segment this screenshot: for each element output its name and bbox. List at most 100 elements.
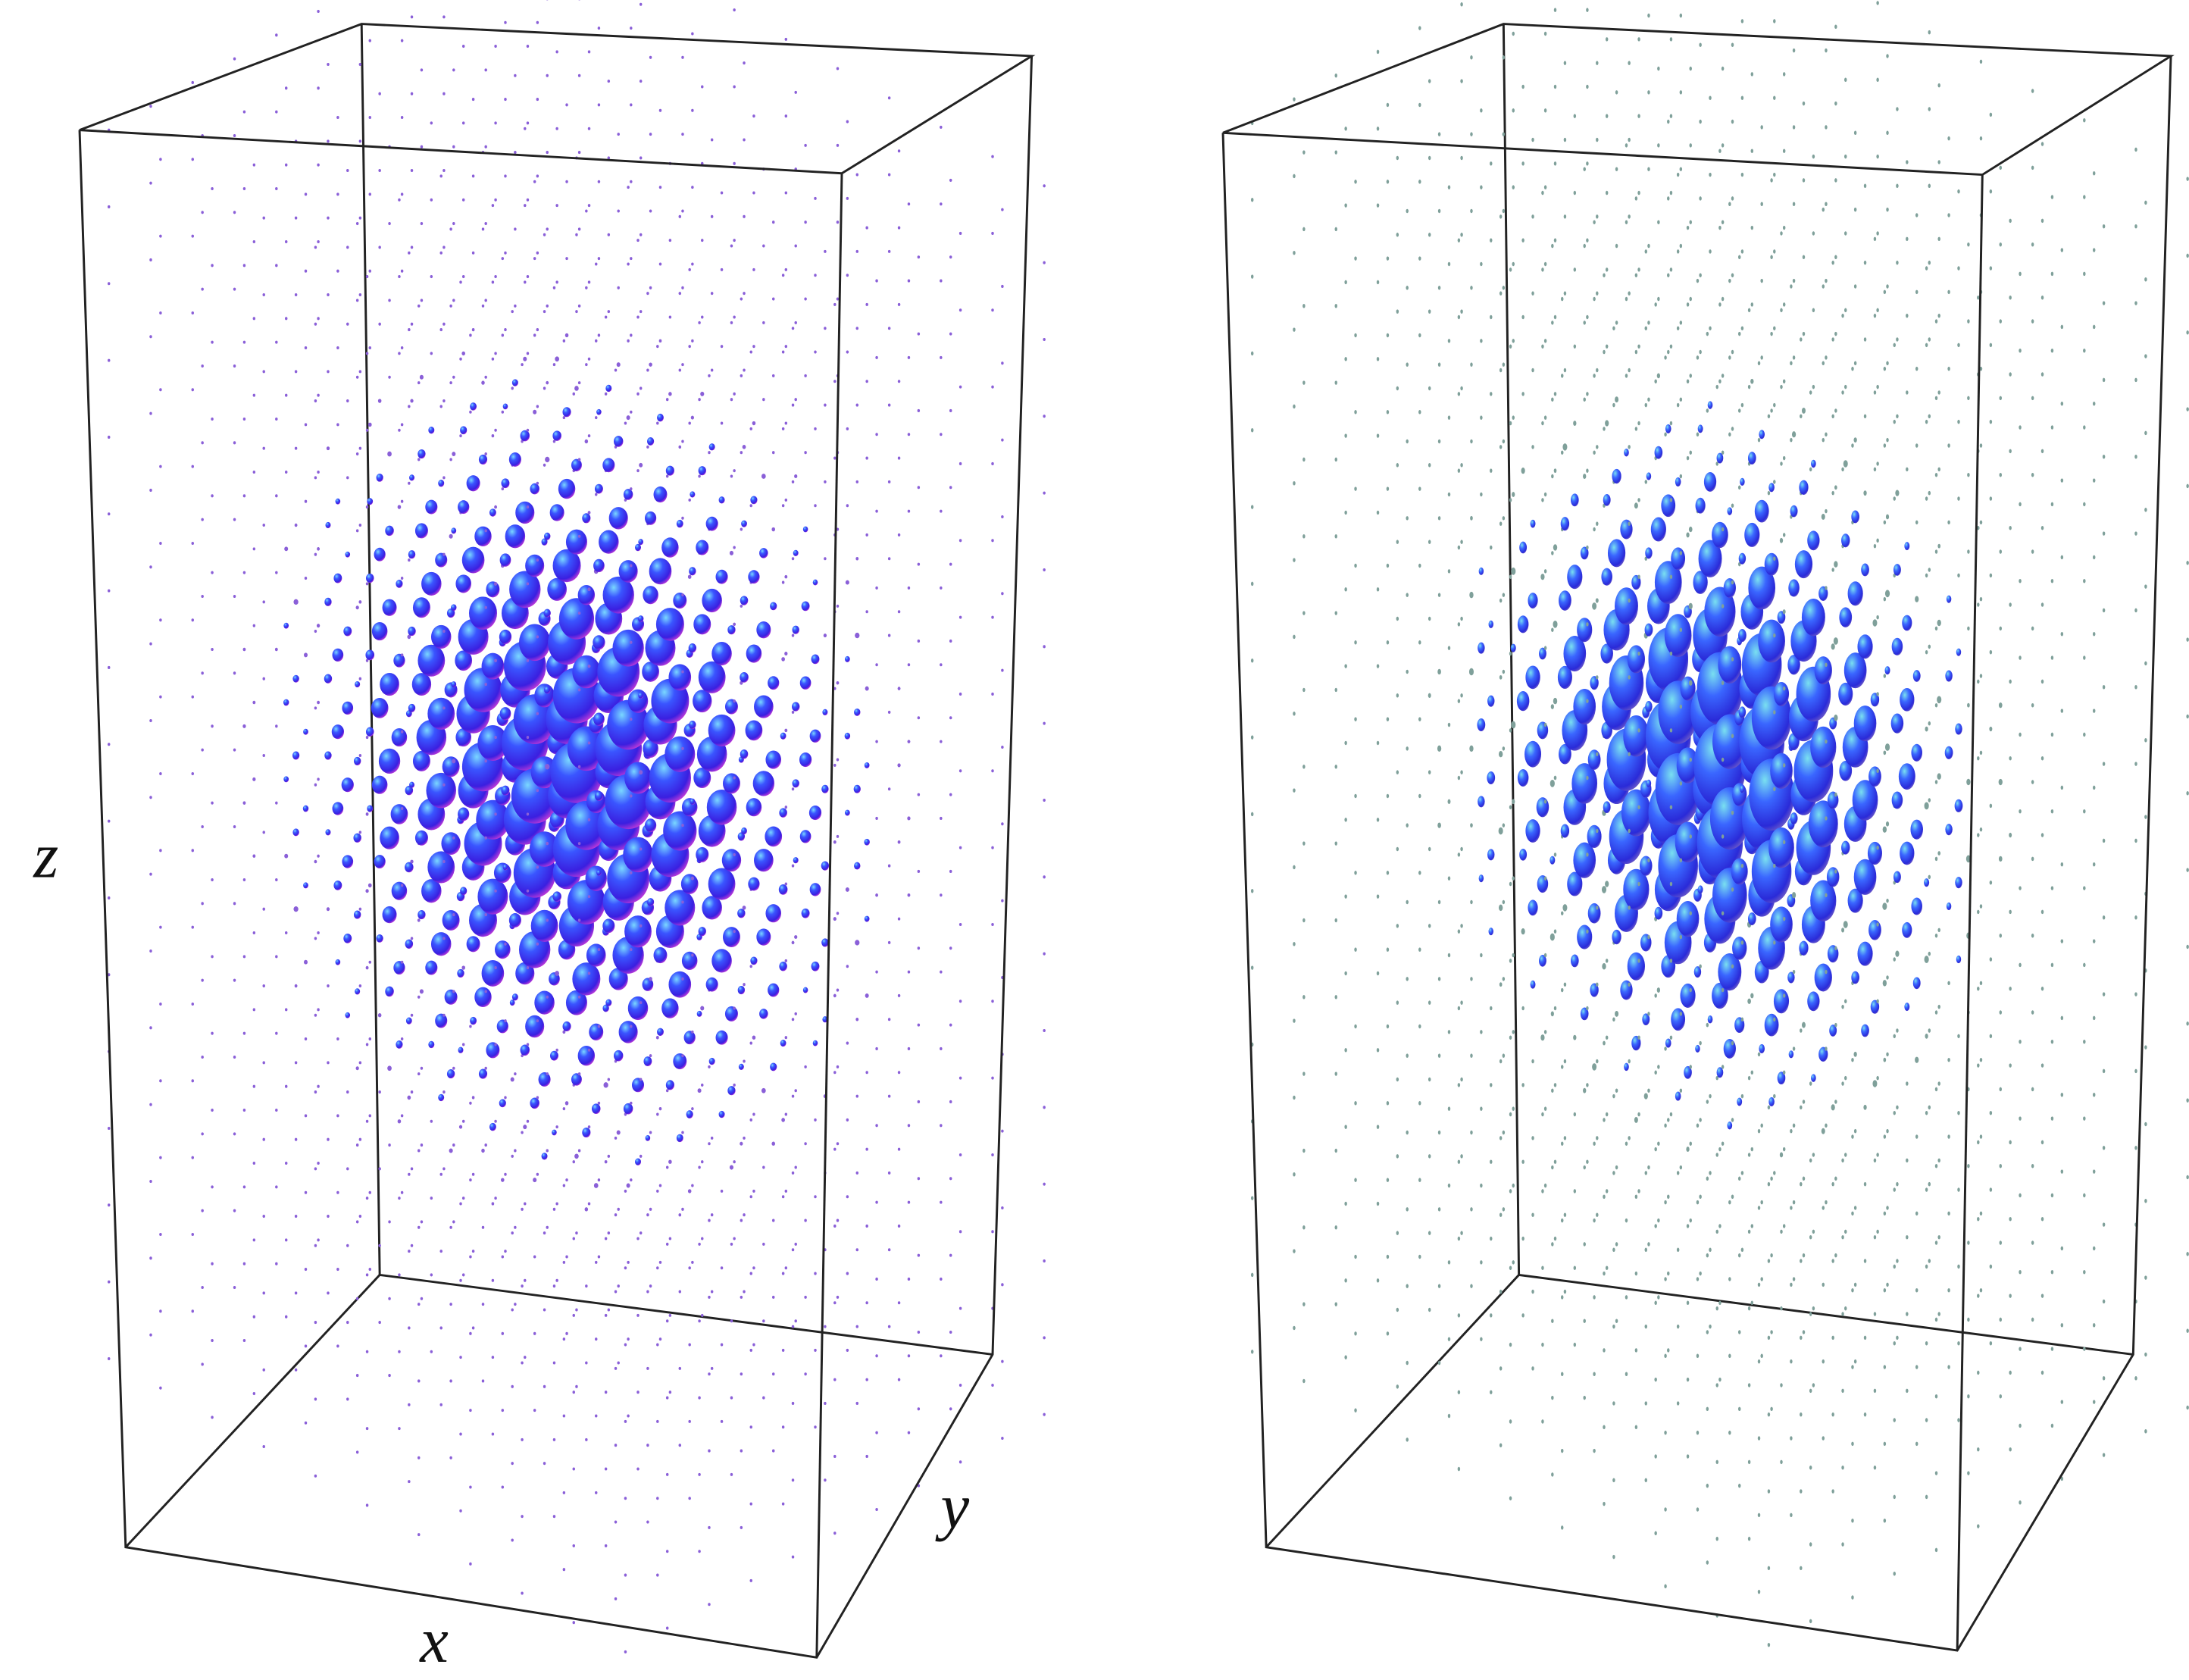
glyph xyxy=(1396,616,1399,621)
glyph xyxy=(991,1153,994,1157)
glyph xyxy=(388,1374,391,1378)
glyph xyxy=(1863,414,1867,419)
glyph xyxy=(526,659,530,662)
glyph xyxy=(1541,190,1544,196)
glyph xyxy=(1841,1465,1844,1470)
glyph xyxy=(417,918,421,922)
glyph xyxy=(2092,1169,2096,1174)
glyph xyxy=(1001,284,1004,288)
glyph xyxy=(740,1525,743,1529)
glyph xyxy=(484,145,487,149)
glyph xyxy=(761,474,766,479)
glyph xyxy=(1834,331,1837,336)
glyph xyxy=(655,1035,659,1040)
glyph xyxy=(1530,519,1536,528)
glyph xyxy=(1728,432,1731,437)
glyph xyxy=(1541,1342,1544,1347)
glyph xyxy=(1731,196,1734,201)
glyph xyxy=(1396,1000,1399,1005)
glyph xyxy=(1868,766,1881,787)
glyph xyxy=(762,1396,765,1400)
glyph xyxy=(804,1065,807,1068)
glyph xyxy=(646,445,649,449)
glyph xyxy=(1825,48,1828,53)
glyph xyxy=(1767,1335,1771,1341)
glyph xyxy=(1777,611,1786,624)
glyph xyxy=(398,198,401,202)
glyph xyxy=(1699,119,1702,124)
glyph xyxy=(233,133,236,137)
glyph xyxy=(762,1165,765,1169)
glyph xyxy=(1679,1165,1683,1170)
glyph xyxy=(201,978,204,982)
glyph xyxy=(1857,941,1873,966)
glyph xyxy=(1831,490,1834,496)
glyph xyxy=(408,405,411,408)
glyph xyxy=(555,1278,558,1282)
glyph xyxy=(1822,1359,1825,1364)
glyph xyxy=(1696,1353,1700,1359)
glyph xyxy=(784,114,788,118)
glyph xyxy=(577,151,581,155)
glyph xyxy=(388,1220,391,1224)
glyph xyxy=(1721,66,1725,71)
glyph xyxy=(613,1050,624,1062)
glyph xyxy=(1679,551,1683,555)
glyph xyxy=(481,1379,485,1383)
glyph xyxy=(391,728,408,747)
glyph xyxy=(1853,1282,1857,1287)
glyph xyxy=(1396,1077,1399,1082)
glyph xyxy=(1738,629,1747,643)
glyph xyxy=(1551,321,1554,325)
glyph xyxy=(430,624,452,649)
glyph xyxy=(1825,1200,1828,1205)
glyph xyxy=(1773,249,1776,254)
glyph xyxy=(1376,357,1380,361)
glyph xyxy=(327,370,330,374)
glyph xyxy=(1906,1388,1909,1394)
glyph xyxy=(1779,1152,1784,1158)
glyph xyxy=(1689,450,1692,455)
glyph xyxy=(1847,888,1863,913)
glyph xyxy=(1706,408,1709,413)
glyph xyxy=(1603,494,1611,506)
glyph xyxy=(1779,537,1784,543)
glyph xyxy=(1851,443,1854,448)
glyph xyxy=(1386,871,1390,875)
glyph xyxy=(949,1100,952,1103)
glyph xyxy=(1521,84,1524,89)
glyph xyxy=(481,1225,485,1229)
glyph xyxy=(1418,26,1421,30)
glyph xyxy=(1447,415,1451,420)
glyph xyxy=(1460,309,1463,314)
glyph xyxy=(1596,445,1599,449)
glyph xyxy=(1502,823,1506,827)
glyph xyxy=(471,327,475,332)
glyph xyxy=(1593,220,1596,224)
glyph xyxy=(1509,881,1512,887)
glyph xyxy=(1740,1171,1744,1175)
glyph xyxy=(1583,243,1586,249)
glyph xyxy=(555,1048,558,1052)
glyph xyxy=(469,1331,472,1335)
glyph xyxy=(191,311,194,314)
glyph xyxy=(623,1103,633,1115)
glyph xyxy=(729,1165,734,1170)
glyph xyxy=(2144,1352,2147,1357)
glyph xyxy=(1543,1183,1547,1188)
glyph xyxy=(897,533,901,537)
glyph xyxy=(1460,1231,1463,1235)
glyph xyxy=(2092,171,2096,176)
glyph xyxy=(2083,348,2086,353)
glyph xyxy=(2102,1453,2106,1457)
glyph xyxy=(504,251,507,255)
glyph xyxy=(639,924,643,928)
glyph xyxy=(1800,337,1803,342)
glyph xyxy=(958,1000,962,1003)
glyph xyxy=(408,251,411,255)
glyph xyxy=(458,1125,463,1129)
glyph xyxy=(495,940,511,959)
glyph xyxy=(284,1008,288,1012)
glyph xyxy=(1699,1040,1702,1046)
glyph xyxy=(1844,308,1847,313)
